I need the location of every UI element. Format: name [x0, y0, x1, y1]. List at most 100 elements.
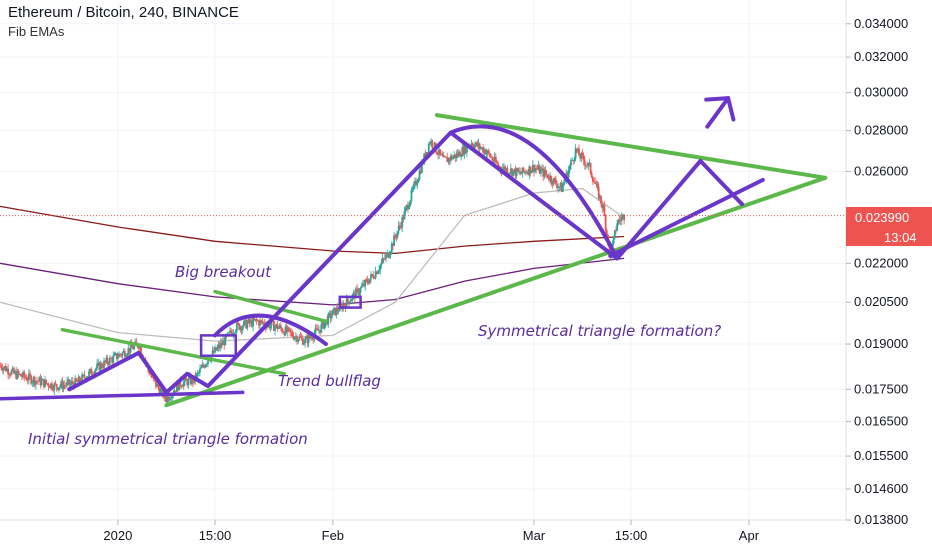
candle — [541, 164, 543, 172]
triangle-purple-support-line[interactable] — [608, 177, 765, 258]
candle — [381, 253, 384, 264]
candle — [393, 231, 396, 246]
breakout-arrow-head — [704, 96, 731, 102]
price-tick-label: 0.014600 — [854, 481, 908, 496]
candle — [556, 180, 558, 191]
candle — [69, 380, 72, 387]
candle — [55, 383, 58, 392]
candle — [382, 257, 385, 264]
candle — [555, 175, 557, 186]
rounded-top-arc[interactable] — [448, 124, 620, 261]
candle — [405, 204, 408, 212]
candle — [90, 366, 93, 375]
candle — [276, 321, 279, 332]
candle — [31, 380, 34, 388]
bullflag-upper-line[interactable] — [213, 289, 328, 324]
candle — [373, 276, 376, 279]
initial-triangle-lower-line[interactable] — [0, 390, 245, 401]
candle — [398, 222, 401, 230]
candle — [284, 324, 287, 337]
candle — [604, 214, 607, 234]
candle — [256, 319, 259, 322]
candle — [481, 147, 483, 150]
symbol-title[interactable]: Ethereum / Bitcoin, 240, BINANCE — [8, 4, 239, 21]
candle — [419, 166, 422, 175]
candle — [441, 151, 444, 158]
candle — [457, 149, 460, 158]
candle — [22, 370, 25, 380]
candle — [285, 322, 288, 334]
price-tick-label: 0.026000 — [854, 163, 908, 178]
triangle-lower-trendline[interactable] — [164, 175, 828, 408]
candle — [522, 166, 525, 173]
projected-price-path[interactable] — [67, 130, 744, 395]
candle — [37, 380, 40, 386]
candle — [537, 160, 540, 172]
candle — [97, 358, 100, 366]
candle — [546, 174, 549, 179]
candle — [491, 156, 494, 162]
candle — [255, 317, 258, 325]
candle — [561, 182, 564, 193]
candle — [137, 345, 140, 351]
candle — [377, 269, 379, 275]
candle — [557, 183, 560, 193]
candle — [330, 310, 333, 322]
candle — [595, 180, 598, 188]
indicator-legend[interactable]: Fib EMAs — [8, 24, 65, 39]
candle — [46, 383, 49, 386]
candle — [320, 321, 323, 334]
candle — [242, 319, 245, 328]
breakout-box[interactable] — [199, 334, 238, 357]
candle — [54, 380, 57, 386]
candle — [482, 144, 484, 155]
candle — [334, 307, 337, 317]
candle — [12, 366, 15, 375]
price-tick-label: 0.016500 — [854, 414, 908, 429]
candle — [279, 322, 282, 331]
initial-triangle-upper-line[interactable] — [60, 327, 287, 376]
candle — [60, 378, 63, 389]
time-axis[interactable]: 2020 15:00 Feb Mar 15:00 Apr — [103, 520, 760, 543]
candle — [514, 165, 517, 179]
candle — [617, 218, 620, 226]
candle — [47, 382, 50, 391]
candle — [438, 145, 441, 160]
candle — [534, 164, 537, 174]
candle — [16, 368, 19, 380]
bullflag-arc[interactable] — [212, 313, 328, 347]
candle — [76, 379, 79, 383]
candle — [460, 154, 463, 161]
candle — [430, 137, 432, 147]
candle — [379, 263, 382, 275]
candle — [372, 270, 375, 280]
candle — [112, 351, 115, 365]
candle — [3, 365, 6, 371]
price-axis[interactable]: 0.034000 0.032000 0.030000 0.028000 0.026000… — [846, 16, 908, 527]
candle — [222, 335, 224, 346]
candlestick-series — [0, 137, 625, 406]
candle — [401, 214, 404, 233]
candle — [297, 339, 300, 345]
candle — [323, 322, 326, 331]
candle — [304, 336, 307, 348]
candle — [543, 167, 546, 180]
breakout-arrow[interactable] — [705, 96, 731, 129]
candle — [201, 359, 204, 369]
candle — [293, 336, 296, 341]
candle — [486, 149, 489, 158]
breakout-box[interactable] — [338, 295, 362, 309]
candle — [582, 152, 585, 166]
candle — [528, 164, 531, 180]
annotation-trend-bullflag: Trend bullflag — [278, 372, 381, 390]
candle — [202, 362, 205, 368]
candle — [362, 279, 364, 287]
candle — [120, 353, 123, 359]
candle — [10, 369, 13, 376]
ema-purple-line — [0, 257, 625, 306]
ema-dark-red-line — [0, 205, 625, 255]
candle — [520, 171, 523, 175]
triangle-upper-trendline[interactable] — [434, 113, 828, 180]
candle — [299, 331, 302, 338]
